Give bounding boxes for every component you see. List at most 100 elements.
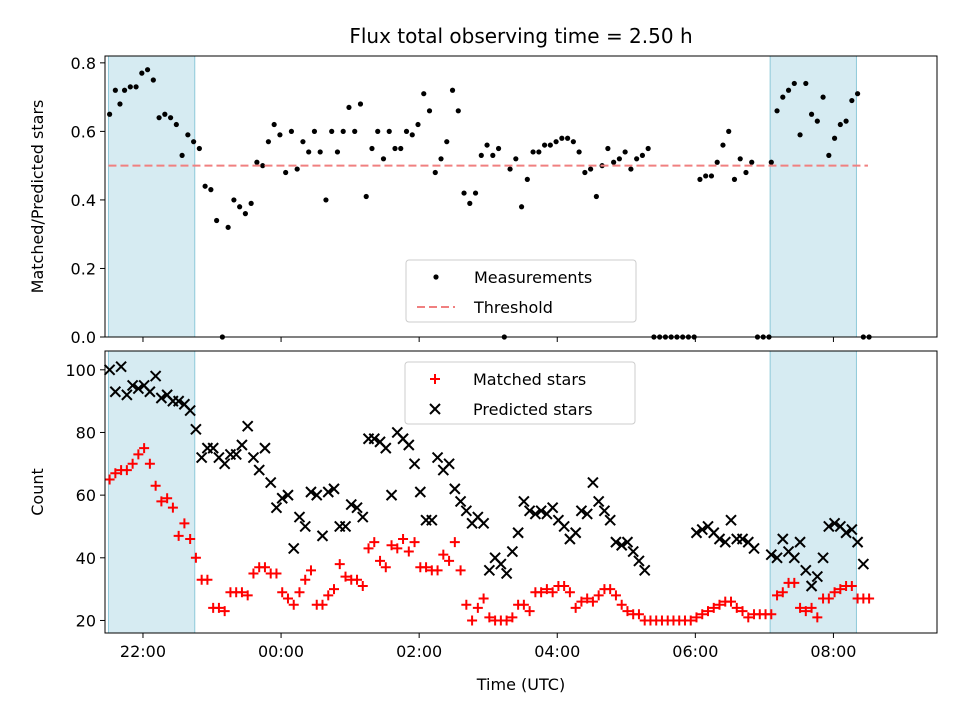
data-point	[112, 87, 118, 93]
data-point	[117, 101, 123, 107]
data-point	[294, 166, 300, 172]
data-point	[167, 502, 178, 513]
data-point	[121, 87, 128, 93]
data-point	[306, 149, 312, 155]
data-point	[536, 149, 542, 155]
top-panel: 0.0 0.2 0.4 0.6 0.8 Flux total observing tim…	[28, 24, 938, 347]
data-point	[713, 533, 726, 545]
data-point	[518, 204, 525, 210]
data-point	[127, 458, 138, 469]
data-point	[288, 599, 299, 610]
data-point	[121, 465, 132, 476]
data-point	[432, 169, 438, 176]
data-point	[523, 505, 536, 517]
x-tick-label: 00:00	[258, 642, 304, 661]
data-point	[156, 496, 167, 507]
data-point	[500, 567, 513, 580]
data-point	[634, 156, 640, 162]
data-point	[455, 108, 461, 114]
data-point	[524, 176, 530, 182]
data-point	[408, 458, 421, 470]
data-point	[587, 476, 599, 489]
y-tick-label: 0.4	[71, 191, 96, 210]
data-point	[513, 156, 519, 162]
data-point	[322, 486, 334, 498]
data-point	[484, 612, 495, 623]
data-point	[714, 599, 725, 610]
data-point	[512, 527, 524, 539]
data-point	[506, 545, 519, 558]
data-point	[162, 111, 168, 117]
legend-marker	[429, 403, 441, 415]
data-point	[702, 606, 713, 617]
data-point	[421, 562, 432, 573]
data-point	[444, 555, 455, 566]
data-point	[282, 489, 294, 501]
data-point	[386, 540, 397, 551]
legend-label: Predicted stars	[473, 400, 593, 419]
data-point	[196, 145, 202, 152]
data-point	[231, 197, 237, 203]
data-point	[570, 602, 581, 613]
data-point	[398, 145, 404, 152]
y-tick-label: 80	[76, 423, 96, 442]
data-point	[472, 190, 479, 196]
data-point	[265, 476, 277, 489]
y-tick-label: 0.0	[71, 328, 96, 347]
data-point	[593, 193, 599, 200]
data-point	[438, 549, 449, 560]
data-point	[340, 571, 351, 582]
data-point	[541, 142, 548, 148]
data-point	[208, 187, 214, 193]
data-point	[184, 404, 196, 417]
data-point	[328, 483, 340, 495]
data-point	[849, 97, 855, 104]
legend-marker	[430, 374, 440, 384]
data-point	[121, 389, 133, 401]
data-point	[851, 536, 864, 548]
data-point	[282, 593, 293, 604]
data-point	[460, 505, 473, 517]
data-point	[156, 115, 162, 121]
data-point	[329, 584, 340, 595]
data-point	[587, 596, 598, 607]
data-point	[697, 176, 703, 182]
data-point	[524, 606, 535, 617]
data-point	[317, 149, 323, 155]
top-axes-frame	[104, 55, 938, 338]
data-point	[736, 533, 749, 545]
data-point	[604, 514, 616, 526]
bottom-series	[103, 360, 875, 626]
data-point	[185, 132, 191, 138]
data-point	[714, 159, 720, 165]
data-point	[569, 527, 582, 539]
data-point	[535, 505, 547, 517]
data-point	[144, 386, 156, 398]
data-point	[843, 118, 849, 124]
series-predicted-stars	[103, 360, 870, 592]
data-point	[788, 552, 801, 564]
bottom-y-ticks: 20 40 60 80 100	[65, 361, 105, 630]
y-tick-label: 60	[76, 486, 96, 505]
data-point	[588, 166, 594, 172]
data-point	[375, 128, 381, 134]
data-point	[375, 555, 386, 566]
data-point	[300, 139, 306, 145]
data-point	[731, 176, 738, 182]
data-point	[765, 548, 777, 561]
bottom-panel: 20 40 60 80 100 22:00 00:00 02:00 04:00 06:00 08:…	[28, 350, 938, 694]
shaded-interval-1	[107, 55, 196, 338]
legend-label: Measurements	[474, 268, 592, 287]
data-point	[380, 156, 387, 162]
data-point	[576, 596, 587, 607]
data-point	[772, 590, 783, 601]
data-point	[616, 599, 627, 610]
data-point	[172, 395, 185, 407]
data-point	[276, 492, 288, 504]
top-y-axis-label: Matched/Predicted stars	[28, 100, 47, 294]
data-point	[144, 458, 155, 469]
data-point	[547, 142, 553, 148]
data-point	[622, 149, 628, 155]
data-point	[357, 581, 368, 591]
data-point	[805, 580, 818, 592]
